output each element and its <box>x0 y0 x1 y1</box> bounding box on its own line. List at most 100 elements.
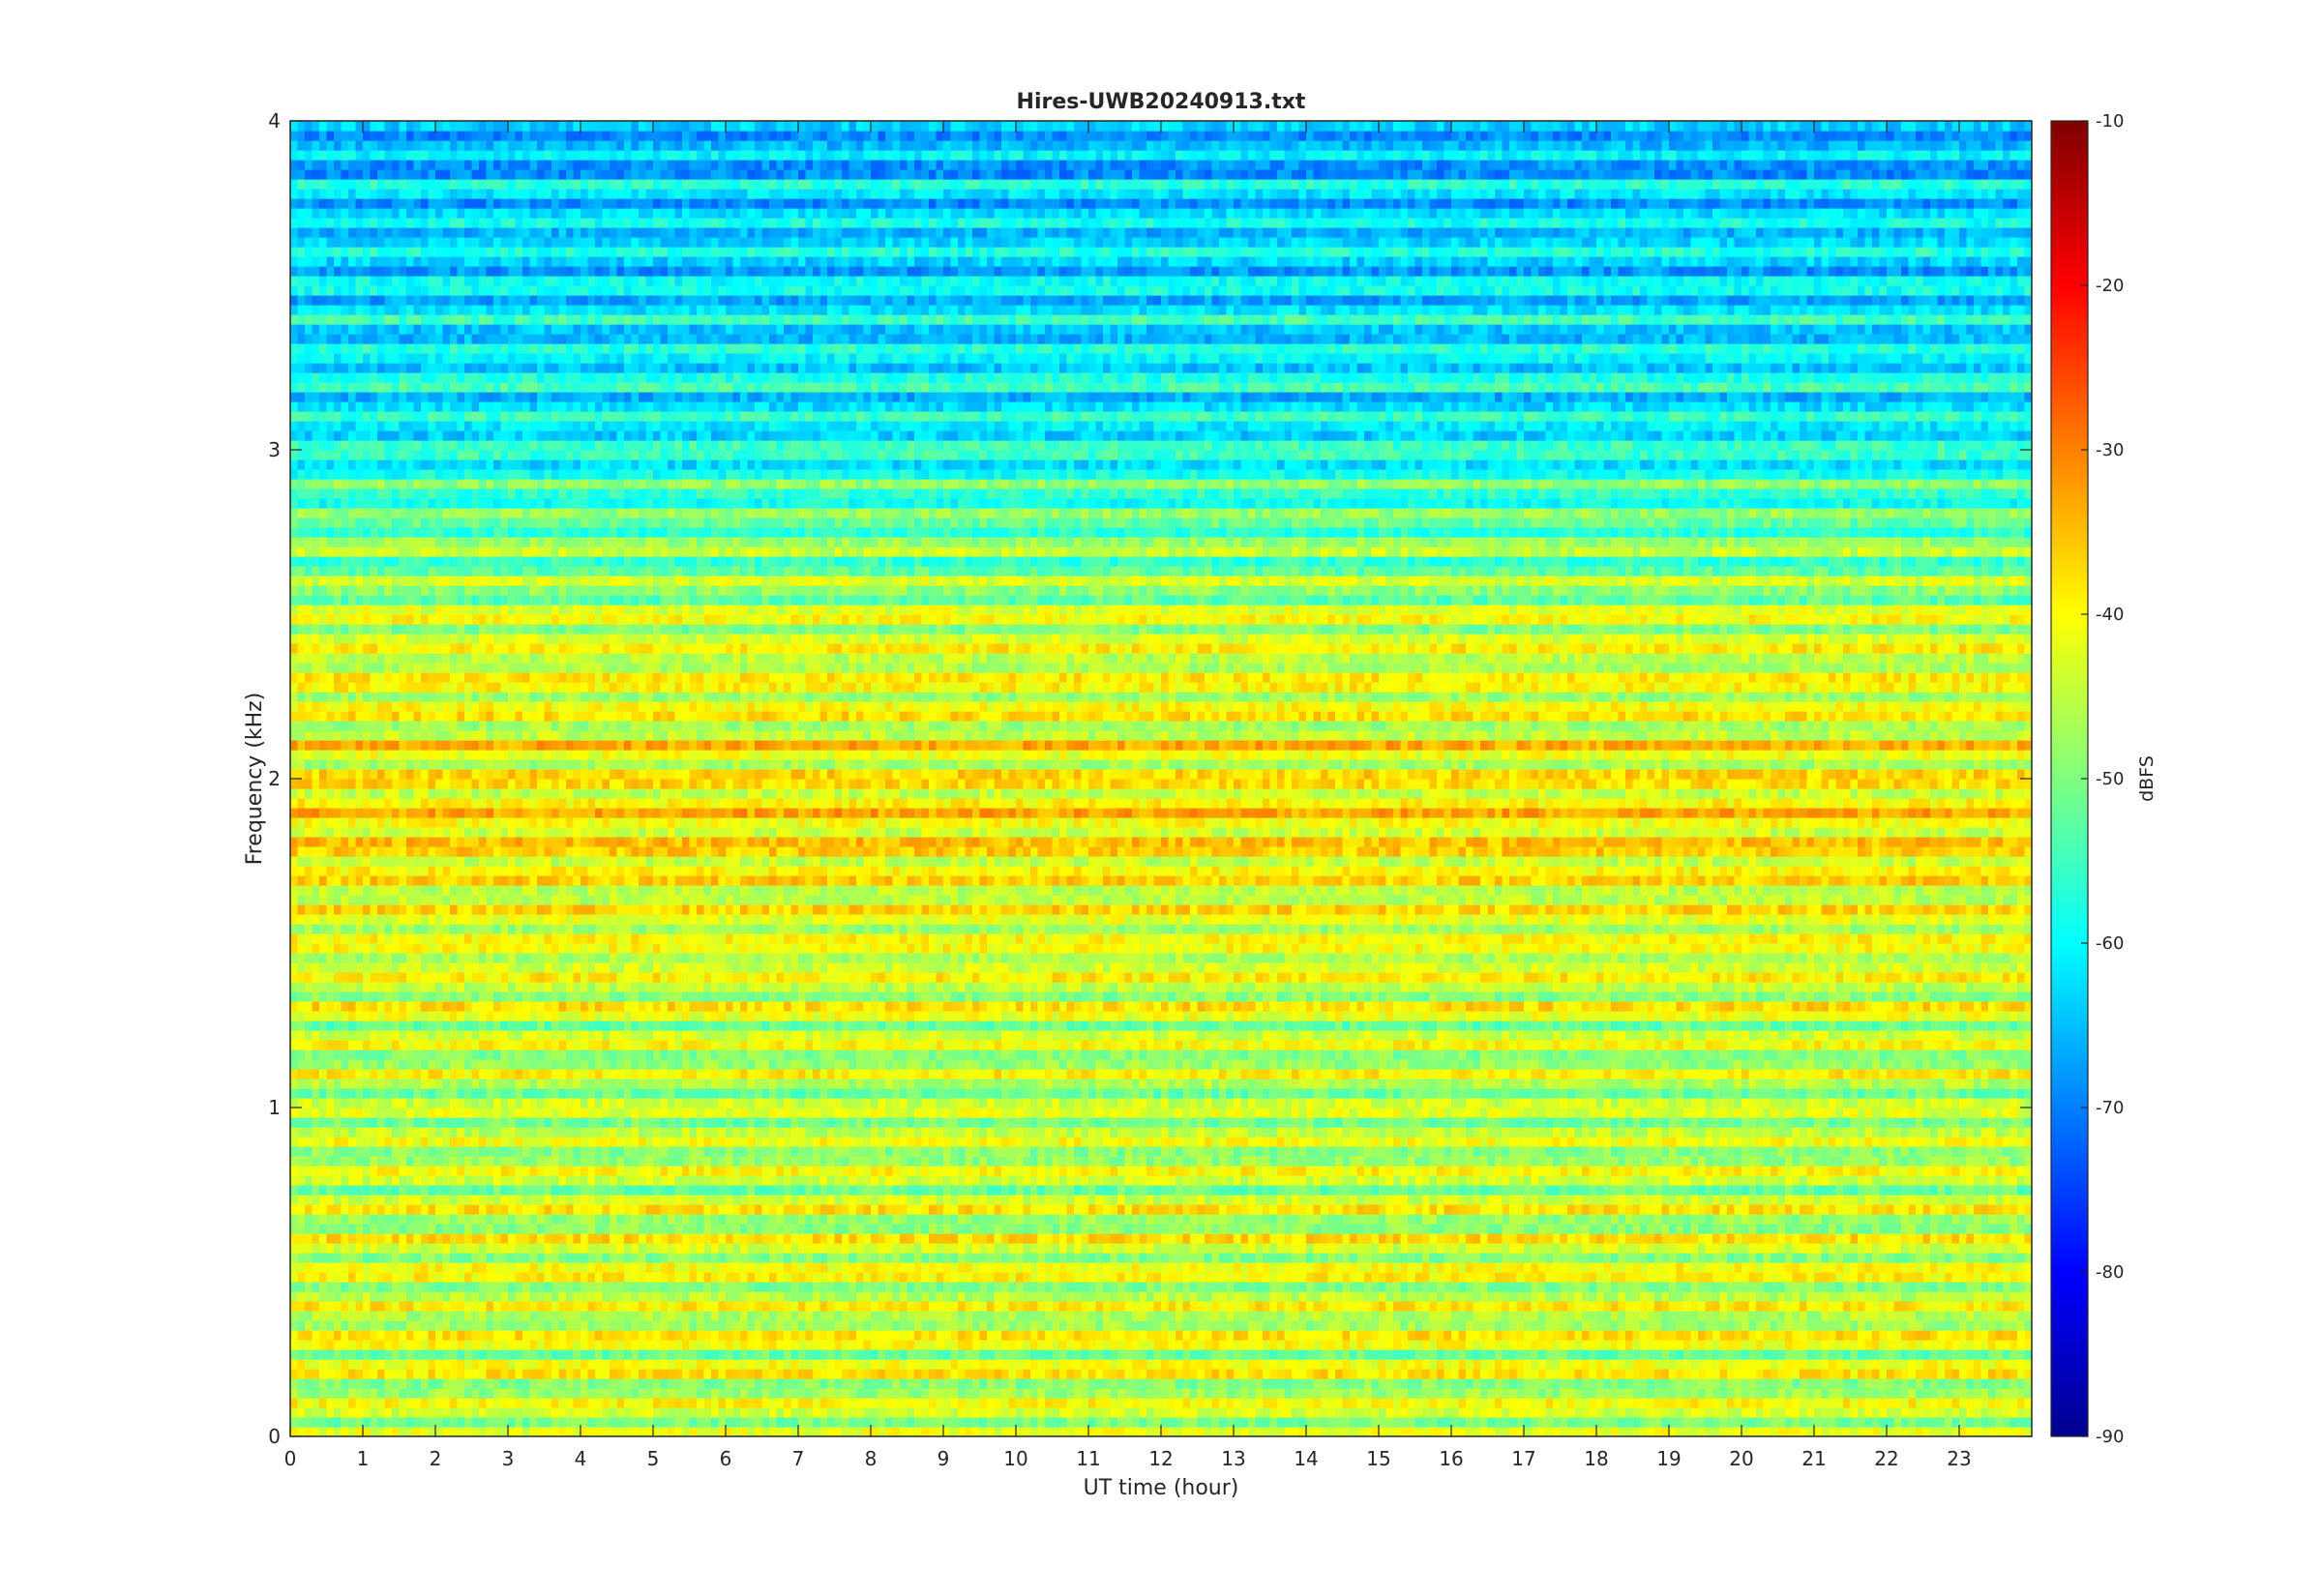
spectrogram-cell <box>574 1349 581 1360</box>
spectrogram-cell <box>1030 1369 1038 1379</box>
spectrogram-cell <box>1800 1330 1807 1341</box>
spectrogram-cell <box>1981 1398 1989 1408</box>
spectrogram-cell <box>1778 1407 1786 1418</box>
spectrogram-cell <box>429 1349 436 1360</box>
spectrogram-cell <box>1125 1378 1133 1389</box>
spectrogram-cell <box>1553 1340 1561 1350</box>
spectrogram-cell <box>1894 1349 1902 1360</box>
spectrogram-cell <box>1683 1330 1691 1341</box>
spectrogram-cell <box>487 1349 494 1360</box>
spectrogram-cell <box>1140 1427 1147 1437</box>
spectrogram-cell <box>1328 1320 1336 1331</box>
spectrogram-cell <box>450 1378 458 1389</box>
spectrogram-cell <box>885 1272 893 1283</box>
spectrogram-cell <box>1125 1330 1133 1341</box>
spectrogram-cell <box>450 1388 458 1399</box>
spectrogram-cell <box>487 1369 494 1379</box>
spectrogram-cell <box>1640 1291 1648 1302</box>
spectrogram-cell <box>1408 1301 1415 1312</box>
spectrogram-cell <box>588 1320 596 1331</box>
spectrogram-cell <box>1227 1282 1235 1292</box>
spectrogram-cell <box>914 1282 922 1292</box>
spectrogram-cell <box>1176 1282 1183 1292</box>
spectrogram-cell <box>2010 1272 2018 1283</box>
spectrogram-cell <box>1567 1417 1575 1428</box>
spectrogram-cell <box>1785 1330 1793 1341</box>
spectrogram-cell <box>342 1262 349 1273</box>
spectrogram-cell <box>1335 1388 1343 1399</box>
spectrogram-cell <box>726 1359 733 1370</box>
spectrogram-cell <box>435 1291 443 1302</box>
spectrogram-cell <box>1756 1407 1764 1418</box>
spectrogram-cell <box>653 1398 661 1408</box>
spectrogram-cell <box>646 1262 654 1273</box>
spectrogram-cell <box>2010 1388 2018 1399</box>
spectrogram-cell <box>1619 1398 1626 1408</box>
spectrogram-cell <box>1299 1282 1307 1292</box>
spectrogram-cell <box>1712 1311 1720 1321</box>
spectrogram-cell <box>1270 1340 1278 1350</box>
spectrogram-cell <box>566 1291 574 1302</box>
spectrogram-cell <box>501 1349 509 1360</box>
spectrogram-cell <box>653 1330 661 1341</box>
spectrogram-cell <box>1785 1320 1793 1331</box>
spectrogram-cell <box>1437 1378 1444 1389</box>
spectrogram-cell <box>1364 1349 1372 1360</box>
spectrogram-cell <box>588 1272 596 1283</box>
spectrogram-cell <box>1140 1388 1147 1399</box>
spectrogram-cell <box>1350 1320 1357 1331</box>
spectrogram-cell <box>929 1378 937 1389</box>
spectrogram-cell <box>385 1320 393 1331</box>
spectrogram-cell <box>1401 1398 1409 1408</box>
spectrogram-cell <box>1321 1272 1328 1283</box>
spectrogram-cell <box>1567 1349 1575 1360</box>
spectrogram-cell <box>1509 1378 1517 1389</box>
spectrogram-cell <box>1538 1330 1546 1341</box>
spectrogram-cell <box>450 1427 458 1437</box>
spectrogram-cell <box>1053 1407 1060 1418</box>
spectrogram-cell <box>1270 1398 1278 1408</box>
spectrogram-cell <box>1829 1311 1836 1321</box>
spectrogram-cell <box>1872 1340 1880 1350</box>
spectrogram-cell <box>450 1262 458 1273</box>
spectrogram-cell <box>356 1320 364 1331</box>
spectrogram-cell <box>1024 1407 1031 1418</box>
spectrogram-cell <box>922 1330 930 1341</box>
spectrogram-cell <box>1321 1369 1328 1379</box>
spectrogram-cell <box>653 1311 661 1321</box>
spectrogram-cell <box>1437 1398 1444 1408</box>
spectrogram-cell <box>1364 1330 1372 1341</box>
spectrogram-cell <box>435 1340 443 1350</box>
spectrogram-cell <box>1669 1272 1677 1283</box>
spectrogram-cell <box>1466 1417 1474 1428</box>
spectrogram-cell <box>450 1398 458 1408</box>
spectrogram-cell <box>356 1311 364 1321</box>
spectrogram-cell <box>856 1359 864 1370</box>
spectrogram-cell <box>1379 1388 1386 1399</box>
spectrogram-cell <box>472 1311 480 1321</box>
spectrogram-cell <box>414 1378 422 1389</box>
spectrogram-cell <box>1314 1417 1322 1428</box>
spectrogram-cell <box>1865 1340 1873 1350</box>
spectrogram-cell <box>1538 1427 1546 1437</box>
spectrogram-cell <box>1843 1311 1851 1321</box>
spectrogram-cell <box>1590 1398 1597 1408</box>
spectrogram-cell <box>1619 1388 1626 1399</box>
spectrogram-cell <box>1575 1311 1583 1321</box>
spectrogram-cell <box>682 1291 690 1302</box>
spectrogram-cell <box>769 1407 777 1418</box>
spectrogram-cell <box>435 1398 443 1408</box>
spectrogram-cell <box>995 1398 1002 1408</box>
spectrogram-cell <box>1212 1320 1220 1331</box>
spectrogram-cell <box>493 1282 501 1292</box>
spectrogram-cell <box>1517 1359 1525 1370</box>
spectrogram-cell <box>1843 1330 1851 1341</box>
spectrogram-cell <box>849 1398 857 1408</box>
spectrogram-cell <box>1865 1378 1873 1389</box>
spectrogram-cell <box>1350 1388 1357 1399</box>
spectrogram-cell <box>1088 1320 1096 1331</box>
spectrogram-cell <box>435 1427 443 1437</box>
spectrogram-cell <box>871 1330 878 1341</box>
spectrogram-cell <box>508 1388 516 1399</box>
spectrogram-cell <box>1067 1349 1075 1360</box>
